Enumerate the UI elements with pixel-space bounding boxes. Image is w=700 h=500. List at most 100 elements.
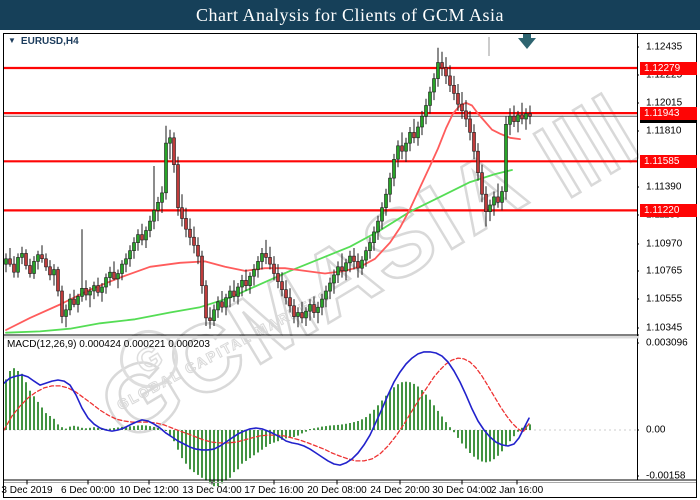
candle-body (356, 261, 360, 269)
candle-body (216, 301, 220, 311)
macd-main-line (3, 351, 530, 466)
candle-body (316, 306, 320, 313)
candle-body (28, 265, 32, 274)
price-axis-background (639, 34, 696, 479)
candle-body (368, 242, 372, 252)
candle-body (448, 75, 452, 86)
candle-body (224, 297, 228, 308)
candle-body (500, 191, 504, 203)
candle-body (464, 110, 468, 120)
candle-body (256, 261, 260, 270)
candle-body (8, 258, 12, 265)
candle-body (452, 85, 456, 94)
candle-body (232, 290, 236, 297)
candle-body (336, 266, 340, 276)
candle-body (208, 317, 212, 321)
symbol-text: EURUSD,H4 (20, 36, 79, 47)
candle-body (120, 263, 124, 274)
candle-body (404, 142, 408, 152)
candle-body (140, 234, 144, 241)
candle-body (472, 132, 476, 152)
window-border (3, 33, 697, 498)
candle-body (196, 245, 200, 257)
candle-body (488, 204, 492, 212)
ma-fast-line (5, 101, 521, 331)
candle-body (204, 285, 208, 319)
candle-body (340, 266, 344, 272)
candle-body (100, 286, 104, 293)
candle-body (364, 250, 368, 261)
candle-body (52, 269, 56, 276)
panel-separator-band (4, 336, 696, 339)
candle-body (176, 164, 180, 208)
candle-body (384, 193, 388, 208)
candle-body (40, 254, 44, 259)
candle-body (144, 230, 148, 241)
candle-body (408, 132, 412, 144)
candle-body (288, 297, 292, 307)
candle-body (372, 231, 376, 243)
candle-body (20, 253, 24, 258)
candle-body (108, 271, 112, 278)
candle-body (328, 282, 332, 292)
candle-body (192, 236, 196, 246)
candle-body (432, 78, 436, 93)
candle-body (200, 255, 204, 287)
candle-body (148, 220, 152, 231)
candle-body (104, 277, 108, 288)
candle-body (152, 210, 156, 222)
candle-body (172, 137, 176, 166)
candle-body (400, 145, 404, 152)
candle-body (428, 91, 432, 106)
candle-body (388, 177, 392, 195)
candle-body (60, 290, 64, 317)
candle-body (84, 287, 88, 296)
candle-body (280, 281, 284, 291)
candle-body (32, 261, 36, 274)
candle-body (244, 279, 248, 286)
candle-body (260, 253, 264, 262)
candle-body (88, 290, 92, 296)
candle-body (128, 250, 132, 260)
candle-body (276, 273, 280, 282)
candle-body (76, 296, 80, 305)
candle-body (56, 269, 60, 292)
candle-body (168, 137, 172, 144)
candle-body (456, 93, 460, 105)
candle-body (516, 114, 520, 122)
candle-body (412, 132, 416, 139)
candle-body (396, 145, 400, 160)
candle-body (296, 312, 300, 317)
candle-body (264, 253, 268, 258)
candle-body (324, 290, 328, 300)
candle-body (284, 289, 288, 299)
candle-body (72, 298, 76, 305)
candle-body (48, 266, 52, 276)
candle-body (520, 114, 524, 120)
candle-body (300, 312, 304, 319)
candle-body (16, 257, 20, 273)
candle-body (312, 304, 316, 313)
chevron-down-icon: ▼ (8, 36, 16, 45)
sell-arrow-icon (523, 34, 531, 38)
candle-body (444, 67, 448, 77)
candle-body (416, 126, 420, 139)
candle-body (480, 172, 484, 195)
candle-body (236, 286, 240, 297)
candle-body (424, 105, 428, 117)
candle-body (348, 255, 352, 264)
candle-body (80, 287, 84, 297)
candle-body (484, 193, 488, 212)
candle-body (252, 269, 256, 277)
candle-body (112, 271, 116, 280)
candle-body (352, 255, 356, 262)
candle-body (240, 279, 244, 288)
candle-body (268, 257, 272, 265)
page-title: Chart Analysis for Clients of GCM Asia (196, 5, 504, 25)
candle-body (156, 202, 160, 211)
candle-body (12, 263, 16, 273)
macd-indicator-label: MACD(12,26,9) 0.000424 0.000221 0.000203 (7, 339, 210, 350)
candle-body (344, 262, 348, 272)
symbol-label[interactable]: ▼ EURUSD,H4 (8, 36, 79, 47)
